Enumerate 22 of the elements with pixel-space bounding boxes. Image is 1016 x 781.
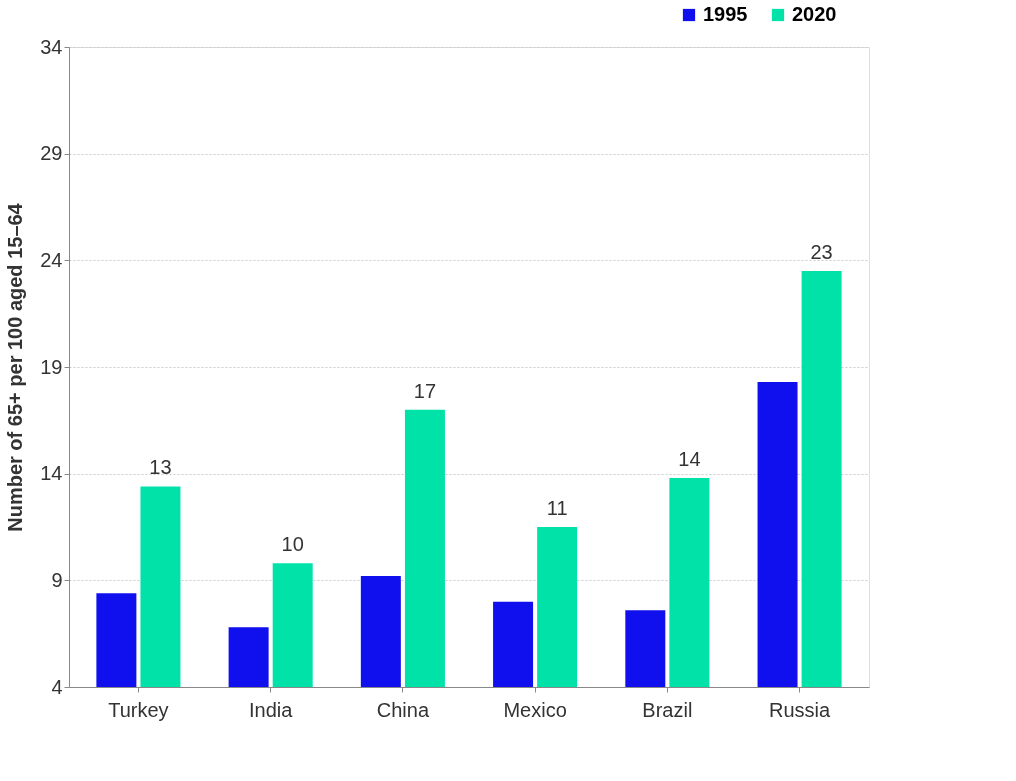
data-label: 23 <box>810 241 833 263</box>
legend-label: 2020 <box>792 3 837 25</box>
data-label: 11 <box>546 497 568 519</box>
data-label: 17 <box>413 379 437 402</box>
data-label: 14 <box>678 447 701 470</box>
y-tick-label: 24 <box>40 248 63 271</box>
x-tick-label: Mexico <box>503 698 567 721</box>
y-axis-title: Number of 65+ per 100 aged 15–64 <box>4 202 27 532</box>
y-tick-label: 14 <box>40 462 63 485</box>
x-tick-label: Russia <box>769 698 832 721</box>
legend-label: 1995 <box>703 3 748 25</box>
x-tick-label: India <box>248 698 294 721</box>
x-tick-label: Turkey <box>108 698 169 721</box>
x-tick-label: Brazil <box>642 698 693 721</box>
y-tick-label: 4 <box>51 675 63 698</box>
data-label: 10 <box>281 533 304 556</box>
y-tick-label: 19 <box>40 355 63 378</box>
y-tick-label: 29 <box>40 142 63 165</box>
data-label: 13 <box>149 456 172 479</box>
y-tick-label: 9 <box>51 568 63 591</box>
x-tick-label: China <box>376 698 430 721</box>
y-tick-label: 34 <box>40 35 63 58</box>
